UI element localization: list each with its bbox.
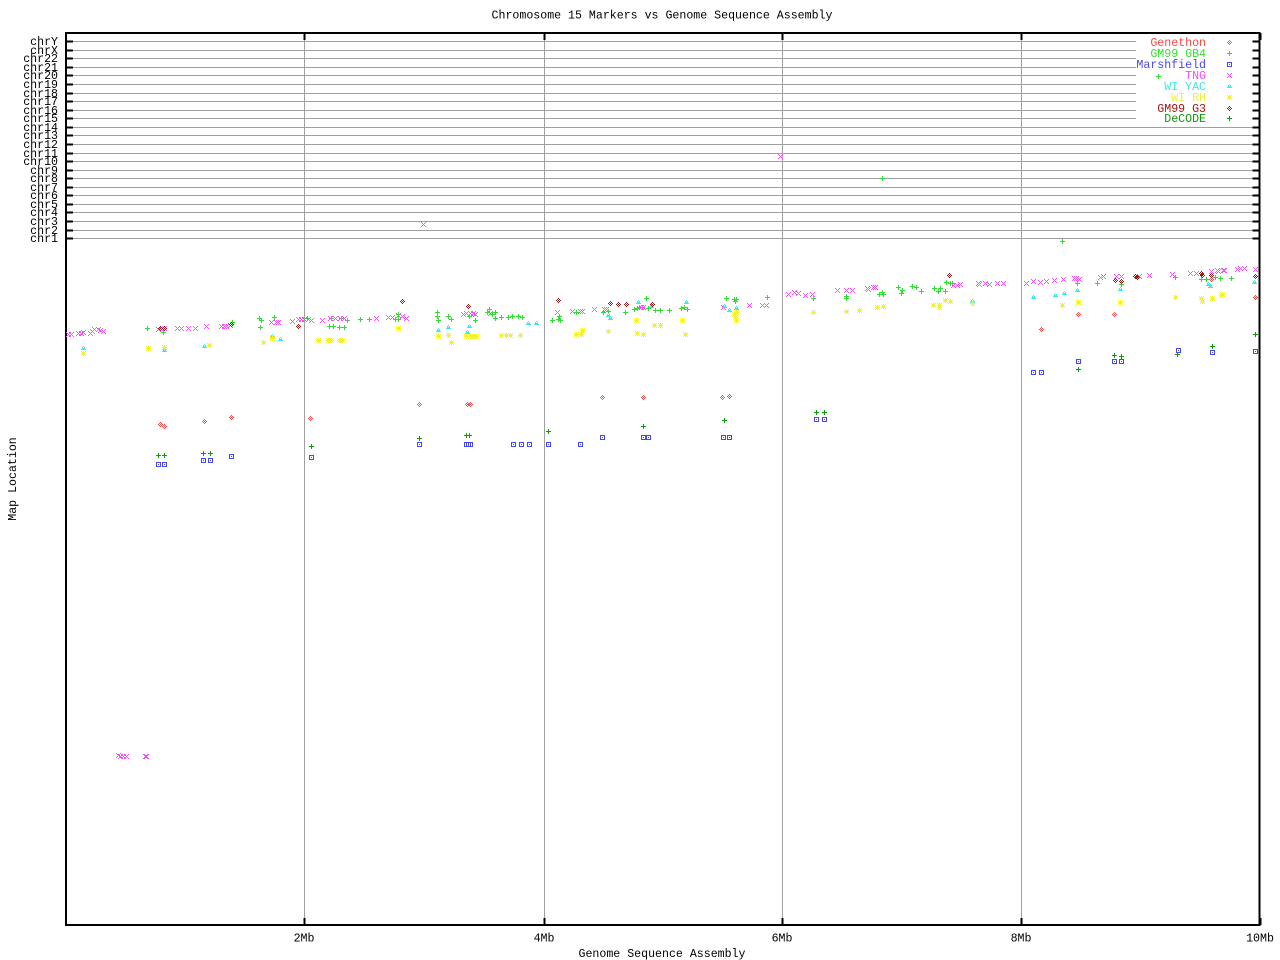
svg-text:chr17: chr17 [23, 96, 58, 109]
svg-text:chr19: chr19 [23, 79, 58, 92]
svg-text:chr3: chr3 [30, 216, 58, 229]
svg-text:chr7: chr7 [30, 182, 58, 195]
svg-text:2Mb: 2Mb [294, 933, 315, 946]
svg-text:chr13: chr13 [23, 130, 58, 143]
svg-text:chr21: chr21 [23, 62, 58, 75]
svg-text:chr16: chr16 [23, 105, 58, 118]
svg-text:chr15: chr15 [23, 113, 58, 126]
svg-text:chrY: chrY [30, 36, 58, 49]
svg-text:4Mb: 4Mb [534, 933, 555, 946]
svg-text:GM99 G3: GM99 G3 [1157, 103, 1206, 116]
svg-text:chr22: chr22 [23, 53, 58, 66]
svg-text:chr6: chr6 [30, 190, 58, 203]
svg-text:chr14: chr14 [23, 122, 58, 135]
svg-text:chr1: chr1 [30, 233, 58, 246]
svg-text:Chromosome 15 Markers vs Genom: Chromosome 15 Markers vs Genome Sequence… [492, 10, 833, 23]
svg-text:chr4: chr4 [30, 207, 58, 220]
svg-text:chr2: chr2 [30, 225, 58, 238]
svg-text:Genome Sequence Assembly: Genome Sequence Assembly [579, 948, 746, 960]
svg-text:WI RH: WI RH [1171, 92, 1206, 105]
svg-text:chr10: chr10 [23, 156, 58, 169]
svg-text:chr12: chr12 [23, 139, 58, 152]
svg-text:6Mb: 6Mb [772, 933, 793, 946]
svg-text:Map Location: Map Location [7, 437, 20, 521]
svg-text:chr5: chr5 [30, 199, 58, 212]
svg-text:chrX: chrX [30, 45, 58, 58]
svg-text:DeCODE: DeCODE [1164, 113, 1206, 126]
svg-text:10Mb: 10Mb [1246, 933, 1274, 946]
svg-text:chr11: chr11 [23, 148, 58, 161]
svg-text:chr20: chr20 [23, 70, 58, 83]
svg-text:WI YAC: WI YAC [1164, 81, 1206, 94]
svg-text:Marshfield: Marshfield [1136, 59, 1206, 72]
svg-text:Genethon: Genethon [1150, 37, 1206, 50]
svg-text:8Mb: 8Mb [1011, 933, 1032, 946]
svg-text:GM99 GB4: GM99 GB4 [1150, 48, 1206, 61]
svg-text:chr8: chr8 [30, 173, 58, 186]
svg-text:TNG: TNG [1185, 70, 1206, 83]
svg-text:chr18: chr18 [23, 88, 58, 101]
svg-text:chr9: chr9 [30, 165, 58, 178]
